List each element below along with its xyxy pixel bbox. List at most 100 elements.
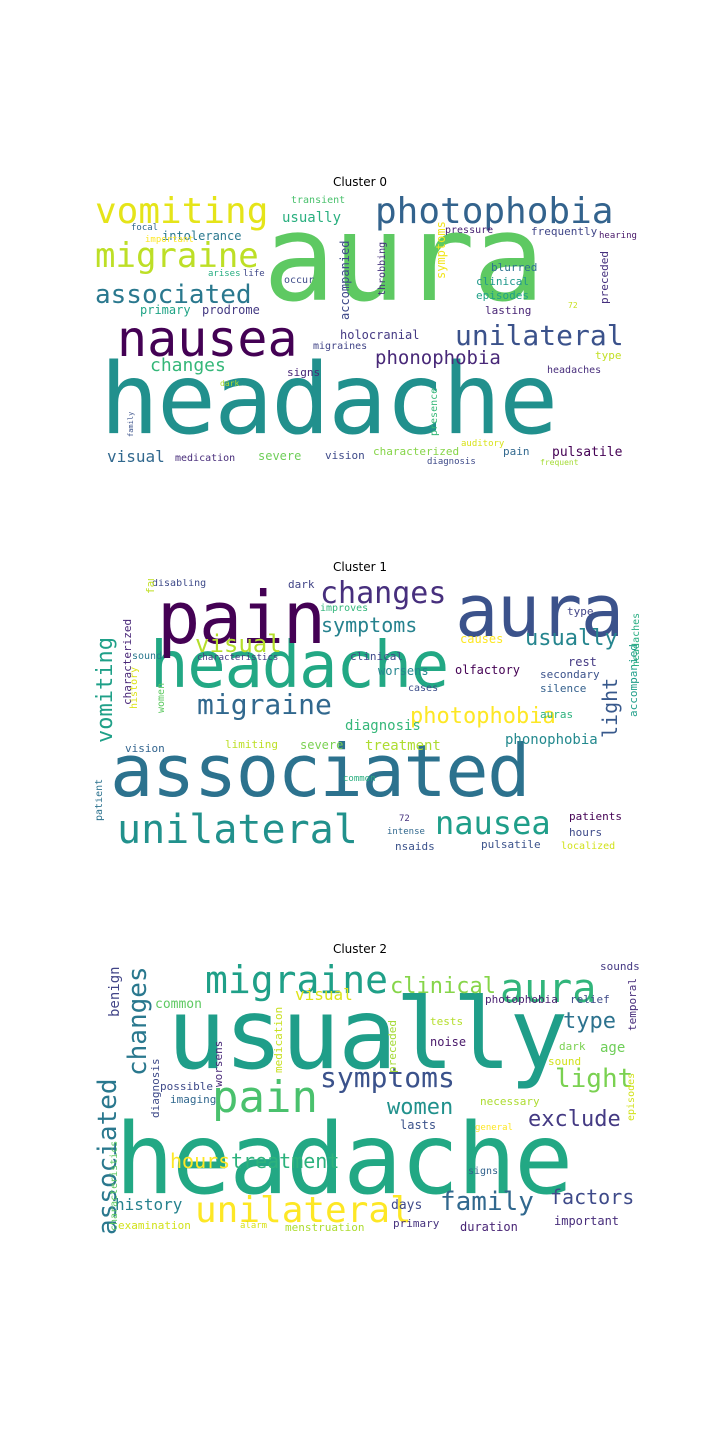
word: vision [125,742,165,755]
word: possible [160,1080,213,1093]
word: light [555,1064,634,1094]
word: aura [263,194,545,329]
word: diagnosis [427,457,476,467]
word: imaging [170,1093,217,1106]
word: preceded [598,251,611,304]
word: noise [430,1035,467,1049]
word: usually [167,978,568,1092]
word: preceded [386,1020,399,1073]
word: auditory [461,439,505,449]
word: history [129,666,140,709]
word: important [554,1214,620,1228]
word: visual [107,447,165,466]
word: women [387,1095,454,1120]
word: temporal [626,978,639,1031]
word: accompanied [338,240,352,320]
word: headache [150,629,449,703]
word: pressure [445,225,494,236]
word: throbbing [377,241,388,296]
word: tests [430,1015,464,1028]
word: improves [320,603,369,614]
word: phonophobia [375,347,501,369]
word: symptoms [321,613,418,637]
word: nsaids [395,840,435,852]
word: frequent [540,458,579,467]
word: headache [100,343,558,457]
word: causes [460,632,504,646]
word: sound [548,1055,582,1068]
word: symptoms [434,221,448,279]
word: presence [429,387,440,436]
word: family [440,1187,534,1217]
word: family [127,411,135,437]
word: intolerance [162,229,242,243]
word: examination [118,1219,191,1232]
word: intense [387,827,425,837]
word: photophobia [485,993,558,1006]
word: vomiting [95,194,269,232]
word: disabling [152,579,207,589]
word: hearing [599,231,637,241]
word: nausea [435,804,551,842]
cluster-1-wordcloud: headache associated aura pain unilateral naus… [95,579,641,852]
word: visual [295,985,353,1004]
word: arises [208,269,241,279]
word: usually [282,210,342,226]
word: vomiting [95,637,118,743]
word: pulsatile [552,445,623,460]
word: symptoms [320,1061,455,1094]
word: secondary [540,668,600,681]
word: severe [300,738,344,752]
word: 72 [399,814,410,824]
word: occur [284,275,315,286]
word: lasts [400,1118,437,1132]
word: photophobia [410,704,556,729]
cluster-2-title: Cluster 2 [332,942,388,956]
word: type [563,1009,616,1034]
word: blurred [491,261,538,274]
word: transient [291,195,346,206]
word: episodes [626,1072,637,1121]
word: limiting [225,738,278,751]
word: severe [258,449,302,463]
word: treatment [365,738,441,754]
word: days [391,1198,423,1213]
word: pain [157,579,326,660]
word: vision [325,449,365,462]
word: unilateral [195,1190,412,1231]
word: dark [559,1040,586,1053]
word: age [600,1040,626,1056]
word: duration [460,1220,518,1234]
word: 72 [568,301,578,310]
word: visual [195,630,282,658]
cluster-0-wordcloud: headache aura nausea vomiting photophobia mig… [95,194,641,467]
word: primary [393,1217,440,1230]
word: patients [569,810,622,823]
word: olfactory [455,663,521,677]
word: migraine [205,961,389,1002]
word: life [243,269,265,279]
word: benign [107,966,123,1017]
word: migraine [95,236,259,276]
word: dark [220,379,240,388]
word: episodes [476,289,529,302]
word: exclude [528,1107,621,1132]
word: localized [561,841,616,852]
word: photophobia [375,194,614,232]
word: frequently [531,225,598,238]
word: worsens [378,664,429,678]
word: associated [110,729,531,813]
word: migraine [197,688,332,721]
word: dark [288,579,315,591]
word: characterized [373,445,460,458]
word: clinical [390,974,496,999]
word: relief [570,993,610,1006]
word: headaches [547,365,602,376]
word: primary [140,303,191,317]
word: patient [95,778,105,821]
word: unilateral [117,807,358,852]
word: pulsatile [481,838,541,851]
word: migraines [313,341,368,352]
word: phonophobia [505,732,598,748]
word: signs [468,1166,499,1177]
